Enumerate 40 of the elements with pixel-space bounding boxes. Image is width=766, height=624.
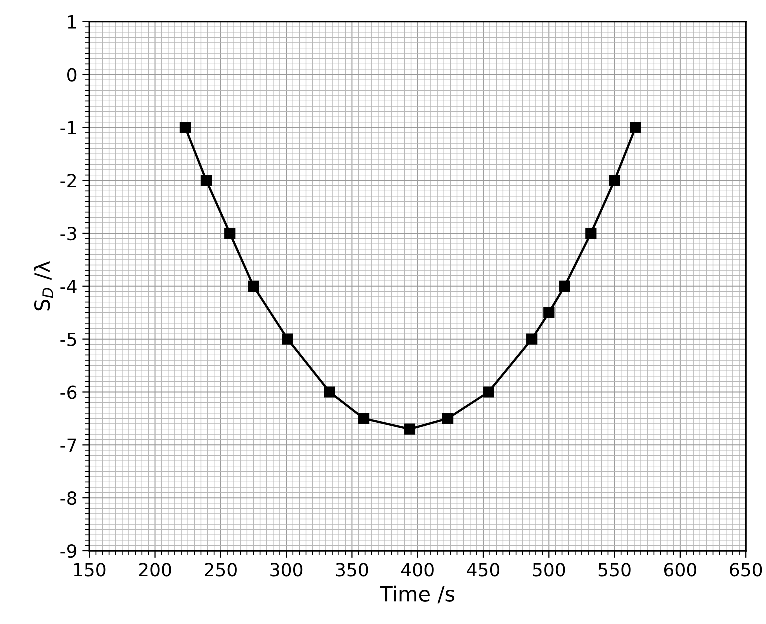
point [586,228,597,240]
point [526,334,538,345]
point [358,413,370,424]
x-tick-label: 450 [467,563,500,577]
y-axis-title: S$_{D}$ /λ [34,261,54,311]
point [630,122,642,134]
point [324,386,336,398]
y-tick-label: -7 [60,438,76,452]
point [483,386,494,398]
point [609,175,620,186]
point [248,280,260,292]
point [282,334,294,345]
y-tick-label: -6 [60,386,77,400]
point [544,307,555,318]
point [200,175,212,186]
x-tick-label: 250 [205,563,237,577]
x-tick-label: 150 [74,563,106,577]
x-tick-label: 300 [270,563,303,577]
point [404,424,416,435]
y-tick-label: 0 [68,68,77,82]
y-tick-label: -4 [60,280,77,294]
y-tick-label: -8 [60,492,77,506]
x-axis-title: Time /s [380,586,455,604]
x-tick-label: 650 [730,563,762,577]
y-tick-label: -5 [60,333,76,346]
y-tick-label: -9 [60,544,77,558]
y-tick-label: -3 [60,226,76,241]
y-tick-label: -1 [60,121,76,135]
point [180,122,192,134]
x-tick-label: 400 [402,563,434,577]
x-tick-label: 500 [533,563,566,577]
point [559,280,570,292]
x-tick-label: 600 [664,563,696,577]
x-tick-label: 200 [139,563,172,577]
point [442,413,454,424]
point [224,228,236,240]
y-tick-label: -2 [60,174,76,188]
x-tick-label: 350 [336,563,368,577]
x-tick-label: 550 [598,563,631,577]
y-tick-label: 1 [68,16,76,29]
